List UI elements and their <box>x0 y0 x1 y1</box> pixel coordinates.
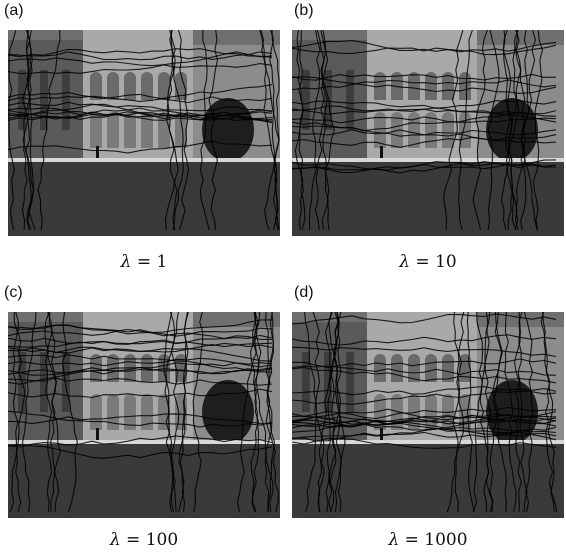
caption-b-eq: = <box>410 252 436 272</box>
caption-a-eq: = <box>131 252 157 272</box>
seam-carving-figure <box>292 312 564 518</box>
photo-b <box>292 30 564 236</box>
caption-c: λ = 100 <box>8 530 280 550</box>
seam-carving-figure <box>292 30 564 236</box>
photo-d <box>292 312 564 518</box>
caption-d-eq: = <box>399 530 425 550</box>
panel-label-c: (c) <box>4 284 23 301</box>
panel-label-d: (d) <box>294 284 314 301</box>
caption-c-eq: = <box>120 530 146 550</box>
photo-a <box>8 30 280 236</box>
panel-label-a: (a) <box>4 2 24 19</box>
caption-a: λ = 1 <box>8 252 280 272</box>
caption-a-value: 1 <box>156 252 168 272</box>
seam-carving-figure <box>8 312 280 518</box>
caption-c-value: 100 <box>145 530 179 550</box>
caption-d-symbol: λ <box>388 530 400 550</box>
caption-b-value: 10 <box>435 252 457 272</box>
panel-label-b: (b) <box>294 2 314 19</box>
photo-c <box>8 312 280 518</box>
caption-a-symbol: λ <box>120 252 132 272</box>
caption-b: λ = 10 <box>292 252 564 272</box>
caption-c-symbol: λ <box>109 530 121 550</box>
caption-d-value: 1000 <box>424 530 468 550</box>
caption-b-symbol: λ <box>399 252 411 272</box>
seam-carving-figure <box>8 30 280 236</box>
caption-d: λ = 1000 <box>292 530 564 550</box>
